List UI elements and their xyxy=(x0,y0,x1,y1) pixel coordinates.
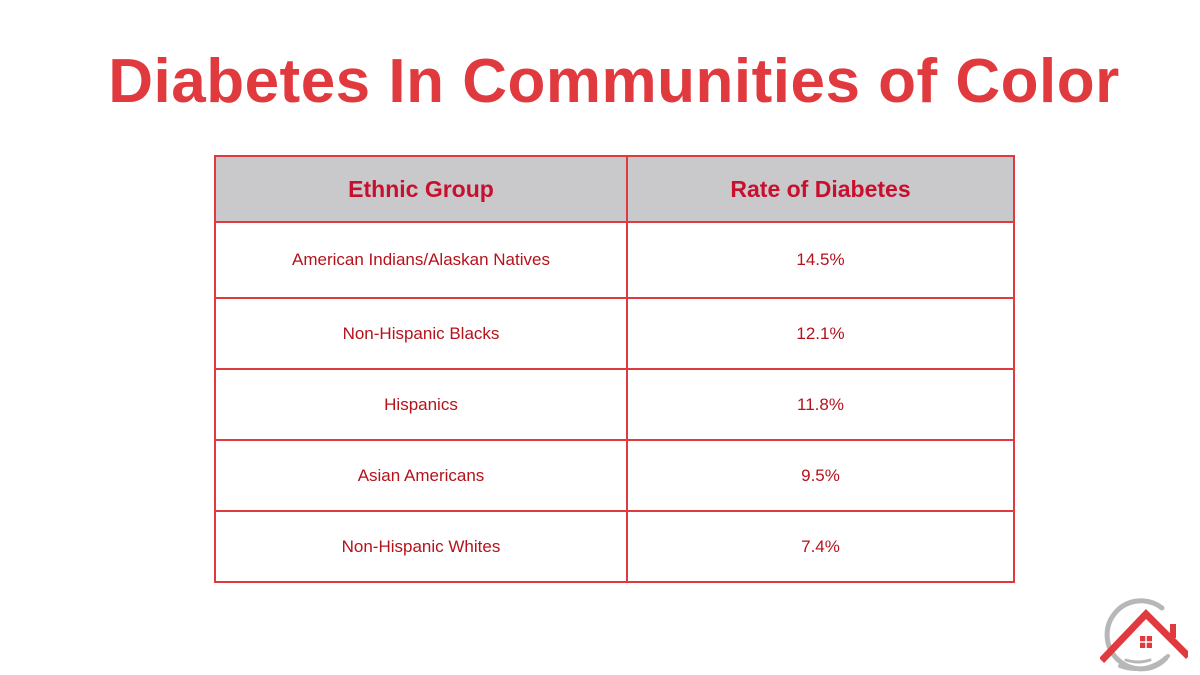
diabetes-rate-table: Ethnic Group Rate of Diabetes American I… xyxy=(214,155,1015,583)
house-in-hand-icon xyxy=(1099,596,1191,675)
cell-rate: 11.8% xyxy=(626,368,1015,441)
cell-rate: 9.5% xyxy=(626,439,1015,512)
table-row: Hispanics 11.8% xyxy=(214,368,1015,441)
cell-rate: 14.5% xyxy=(626,221,1015,299)
cell-ethnic-group: Non-Hispanic Blacks xyxy=(214,297,628,370)
header-rate-of-diabetes: Rate of Diabetes xyxy=(626,155,1015,223)
table-row: Asian Americans 9.5% xyxy=(214,439,1015,512)
table-row: American Indians/Alaskan Natives 14.5% xyxy=(214,221,1015,299)
cell-rate: 7.4% xyxy=(626,510,1015,583)
cell-ethnic-group: Hispanics xyxy=(214,368,628,441)
cell-ethnic-group: Asian Americans xyxy=(214,439,628,512)
cell-ethnic-group: Non-Hispanic Whites xyxy=(214,510,628,583)
slide-title: Diabetes In Communities of Color xyxy=(108,47,1120,116)
table-header-row: Ethnic Group Rate of Diabetes xyxy=(214,155,1015,223)
header-ethnic-group: Ethnic Group xyxy=(214,155,628,223)
cell-ethnic-group: American Indians/Alaskan Natives xyxy=(214,221,628,299)
cell-rate: 12.1% xyxy=(626,297,1015,370)
table-row: Non-Hispanic Blacks 12.1% xyxy=(214,297,1015,370)
table-row: Non-Hispanic Whites 7.4% xyxy=(214,510,1015,583)
